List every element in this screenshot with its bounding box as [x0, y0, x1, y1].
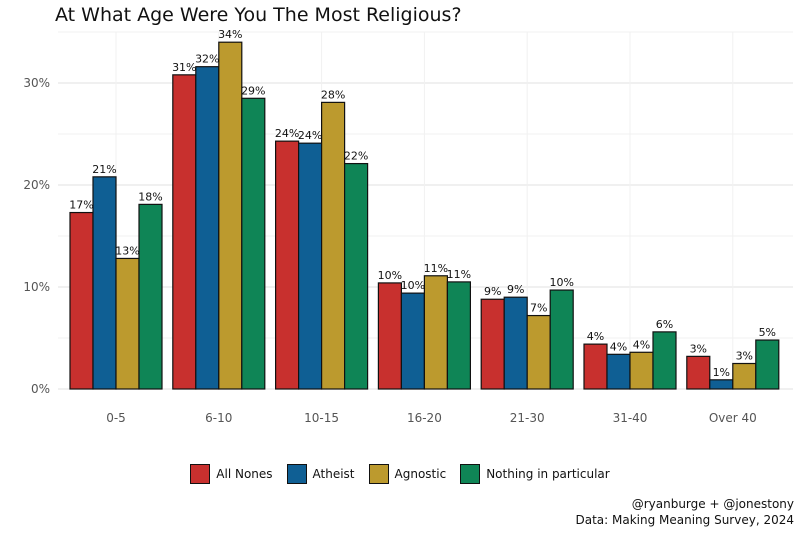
- bar-value-label: 34%: [218, 28, 242, 41]
- legend-item: Agnostic: [368, 464, 447, 484]
- x-tick-label: 31-40: [613, 411, 648, 425]
- bar-value-label: 1%: [713, 366, 730, 379]
- x-tick-label: 21-30: [510, 411, 545, 425]
- x-tick-label: 10-15: [304, 411, 339, 425]
- bar: [275, 140, 300, 390]
- x-tick-label: 0-5: [106, 411, 126, 425]
- y-tick-label: 30%: [23, 76, 50, 90]
- bar: [218, 41, 243, 390]
- bar-value-label: 32%: [195, 53, 219, 66]
- bar: [423, 275, 448, 390]
- caption: @ryanburge + @jonestony Data: Making Mea…: [575, 496, 794, 528]
- legend-item: Nothing in particular: [460, 464, 610, 484]
- bar: [549, 289, 574, 390]
- bar-value-label: 24%: [275, 127, 299, 140]
- chart-title: At What Age Were You The Most Religious?: [55, 4, 462, 26]
- bar-value-label: 24%: [298, 129, 322, 142]
- bar-value-label: 21%: [92, 163, 116, 176]
- y-tick-label: 10%: [23, 280, 50, 294]
- axes: 0% 10% 20% 30% 0-5 6-10 10-15 16-20 21-30 31-40 Ov…: [23, 76, 756, 425]
- bar: [321, 101, 346, 390]
- legend-label: Atheist: [312, 467, 355, 481]
- bar: [755, 339, 780, 390]
- bar: [92, 176, 117, 390]
- bar: [480, 298, 505, 390]
- bar: [732, 362, 757, 390]
- bar: [686, 355, 711, 390]
- legend-swatch: [460, 464, 481, 484]
- caption-source: Data: Making Meaning Survey, 2024: [575, 513, 794, 527]
- bar-value-label: 7%: [530, 302, 547, 315]
- legend-label: Agnostic: [394, 467, 447, 481]
- legend-swatch: [368, 464, 389, 484]
- legend-swatch: [190, 464, 211, 484]
- bar-value-label: 11%: [424, 262, 448, 275]
- bar: [709, 379, 734, 390]
- bar-value-label: 4%: [633, 338, 650, 351]
- legend: All Nones Atheist Agnostic Nothing in parti…: [0, 464, 800, 484]
- bar: [195, 66, 220, 390]
- bar: [241, 97, 266, 390]
- bar: [446, 281, 471, 390]
- caption-credit: @ryanburge + @jonestony: [631, 497, 794, 511]
- bar: [652, 331, 677, 390]
- bar: [400, 292, 425, 390]
- bar-value-label: 3%: [736, 350, 753, 363]
- x-tick-label: Over 40: [709, 411, 757, 425]
- bar: [629, 351, 654, 390]
- bars: [69, 41, 780, 390]
- bar: [503, 296, 528, 390]
- bar-value-label: 10%: [549, 276, 573, 289]
- bar: [69, 211, 94, 390]
- y-tick-label: 0%: [31, 382, 50, 396]
- legend-label: Nothing in particular: [486, 467, 610, 481]
- bar-value-label: 9%: [507, 283, 524, 296]
- bar: [172, 74, 197, 390]
- legend-item: All Nones: [190, 464, 273, 484]
- bar: [298, 142, 323, 390]
- bar-value-label: 18%: [138, 190, 162, 203]
- bar-value-label: 5%: [759, 326, 776, 339]
- legend-item: Atheist: [286, 464, 355, 484]
- bar-value-label: 3%: [690, 342, 707, 355]
- bar-value-label: 28%: [321, 88, 345, 101]
- data-labels: 17% 31% 24% 10% 9% 4% 3% 21% 32% 24% 10% 9% 4% 1% 13% 3…: [69, 28, 776, 379]
- bar-chart: 17% 31% 24% 10% 9% 4% 3% 21% 32% 24% 10% 9% 4% 1% 13% 3…: [23, 28, 793, 425]
- bar: [606, 353, 631, 390]
- bar-value-label: 4%: [610, 340, 627, 353]
- bar: [344, 162, 369, 390]
- bar-value-label: 17%: [69, 199, 93, 212]
- bar-value-label: 4%: [587, 330, 604, 343]
- bar-value-label: 13%: [115, 244, 139, 257]
- bar: [115, 257, 140, 390]
- bar-value-label: 31%: [172, 61, 196, 74]
- legend-swatch: [286, 464, 307, 484]
- x-tick-label: 6-10: [205, 411, 232, 425]
- y-tick-label: 20%: [23, 178, 50, 192]
- bar: [526, 314, 551, 390]
- bar: [583, 343, 608, 390]
- bar-value-label: 9%: [484, 285, 501, 298]
- legend-label: All Nones: [216, 467, 273, 481]
- bar-value-label: 22%: [344, 150, 368, 163]
- bar: [138, 203, 163, 390]
- bar-value-label: 6%: [656, 318, 673, 331]
- x-tick-label: 16-20: [407, 411, 442, 425]
- bar-value-label: 29%: [241, 84, 265, 97]
- bar-value-label: 11%: [447, 268, 471, 281]
- bar: [377, 282, 402, 390]
- bar-value-label: 10%: [401, 279, 425, 292]
- bar-value-label: 10%: [378, 269, 402, 282]
